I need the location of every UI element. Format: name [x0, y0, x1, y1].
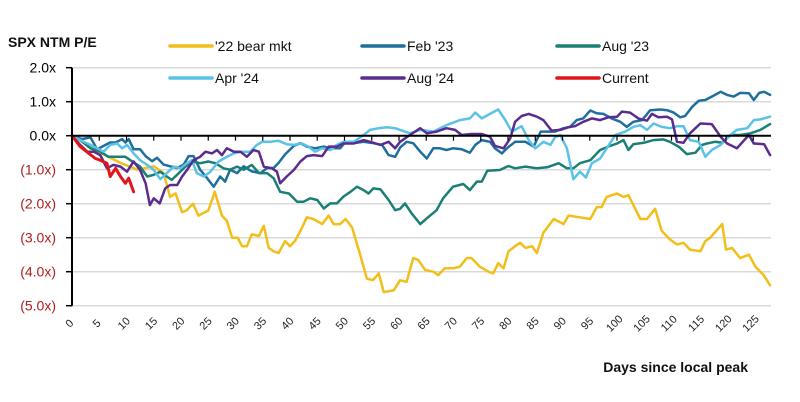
series-line	[70, 134, 772, 294]
x-tick-label: 45	[307, 315, 324, 332]
legend-item: Current	[555, 70, 649, 86]
x-tick-label: 120	[713, 313, 734, 334]
series-line	[70, 110, 772, 207]
y-tick-label: 1.0x	[30, 94, 56, 110]
legend-label: Apr '24	[215, 70, 259, 86]
legend-label: Aug '23	[602, 38, 649, 54]
x-tick-label: 25	[198, 315, 215, 332]
x-tick-label: 95	[579, 315, 596, 332]
legend-item: Aug '24	[360, 70, 454, 86]
legend-item: Feb '23	[360, 38, 453, 54]
x-tick-label: 85	[525, 315, 542, 332]
series-line	[70, 122, 772, 226]
y-tick-label: 2.0x	[30, 60, 56, 76]
x-tick-label: 60	[388, 315, 405, 332]
series-line	[70, 134, 136, 194]
x-tick-label: 10	[116, 315, 133, 332]
legend-label: Feb '23	[407, 38, 453, 54]
legend-label: Aug '24	[407, 70, 454, 86]
legend-label: '22 bear mkt	[215, 38, 292, 54]
x-tick-label: 105	[631, 313, 652, 334]
legend-label: Current	[602, 70, 649, 86]
series-lines	[70, 90, 772, 294]
legend: '22 bear mkt Feb '23 Aug '23 Apr '24 Aug '24…	[168, 38, 649, 86]
legend-item: '22 bear mkt	[168, 38, 292, 54]
x-tick-label: 20	[170, 315, 187, 332]
x-tick-label: 15	[143, 315, 160, 332]
x-tick-label: 90	[552, 315, 569, 332]
y-tick-label: 0.0x	[30, 128, 56, 144]
y-tick-label: (4.0x)	[20, 264, 56, 280]
x-tick-label: 100	[604, 313, 625, 334]
x-tick-label: 125	[740, 313, 761, 334]
y-tick-label: (5.0x)	[20, 298, 56, 314]
legend-item: Apr '24	[168, 70, 259, 86]
legend-item: Aug '23	[555, 38, 649, 54]
x-tick-label: 115	[686, 313, 707, 334]
x-tick-label: 30	[225, 315, 242, 332]
x-axis-label: Days since local peak	[603, 359, 748, 375]
x-tick-label: 40	[279, 315, 296, 332]
x-tick-label: 55	[361, 315, 378, 332]
x-tick-label: 80	[497, 315, 514, 332]
chart-title: SPX NTM P/E	[8, 34, 97, 50]
x-tick-label: 5	[91, 317, 104, 330]
x-tick-label: 50	[334, 315, 351, 332]
x-tick-label: 35	[252, 315, 269, 332]
y-axis-ticks: 2.0x 1.0x 0.0x (1.0x) (2.0x) (3.0x) (4.0x) (5.0…	[20, 60, 56, 314]
x-tick-label: 75	[470, 315, 487, 332]
y-tick-label: (1.0x)	[20, 162, 56, 178]
y-tick-label: (2.0x)	[20, 196, 56, 212]
x-tick-label: 110	[659, 313, 680, 334]
series-line	[70, 108, 772, 181]
x-tick-label: 0	[63, 317, 76, 330]
x-tick-label: 65	[416, 315, 433, 332]
axes	[66, 66, 771, 307]
x-axis-ticks: 0 5 10 15 20 25 30 35 40 45 50 55 60 65 70 75 80 85 90 95 10…	[63, 313, 761, 334]
gridlines	[72, 66, 771, 307]
y-tick-label: (3.0x)	[20, 230, 56, 246]
x-tick-label: 70	[443, 315, 460, 332]
